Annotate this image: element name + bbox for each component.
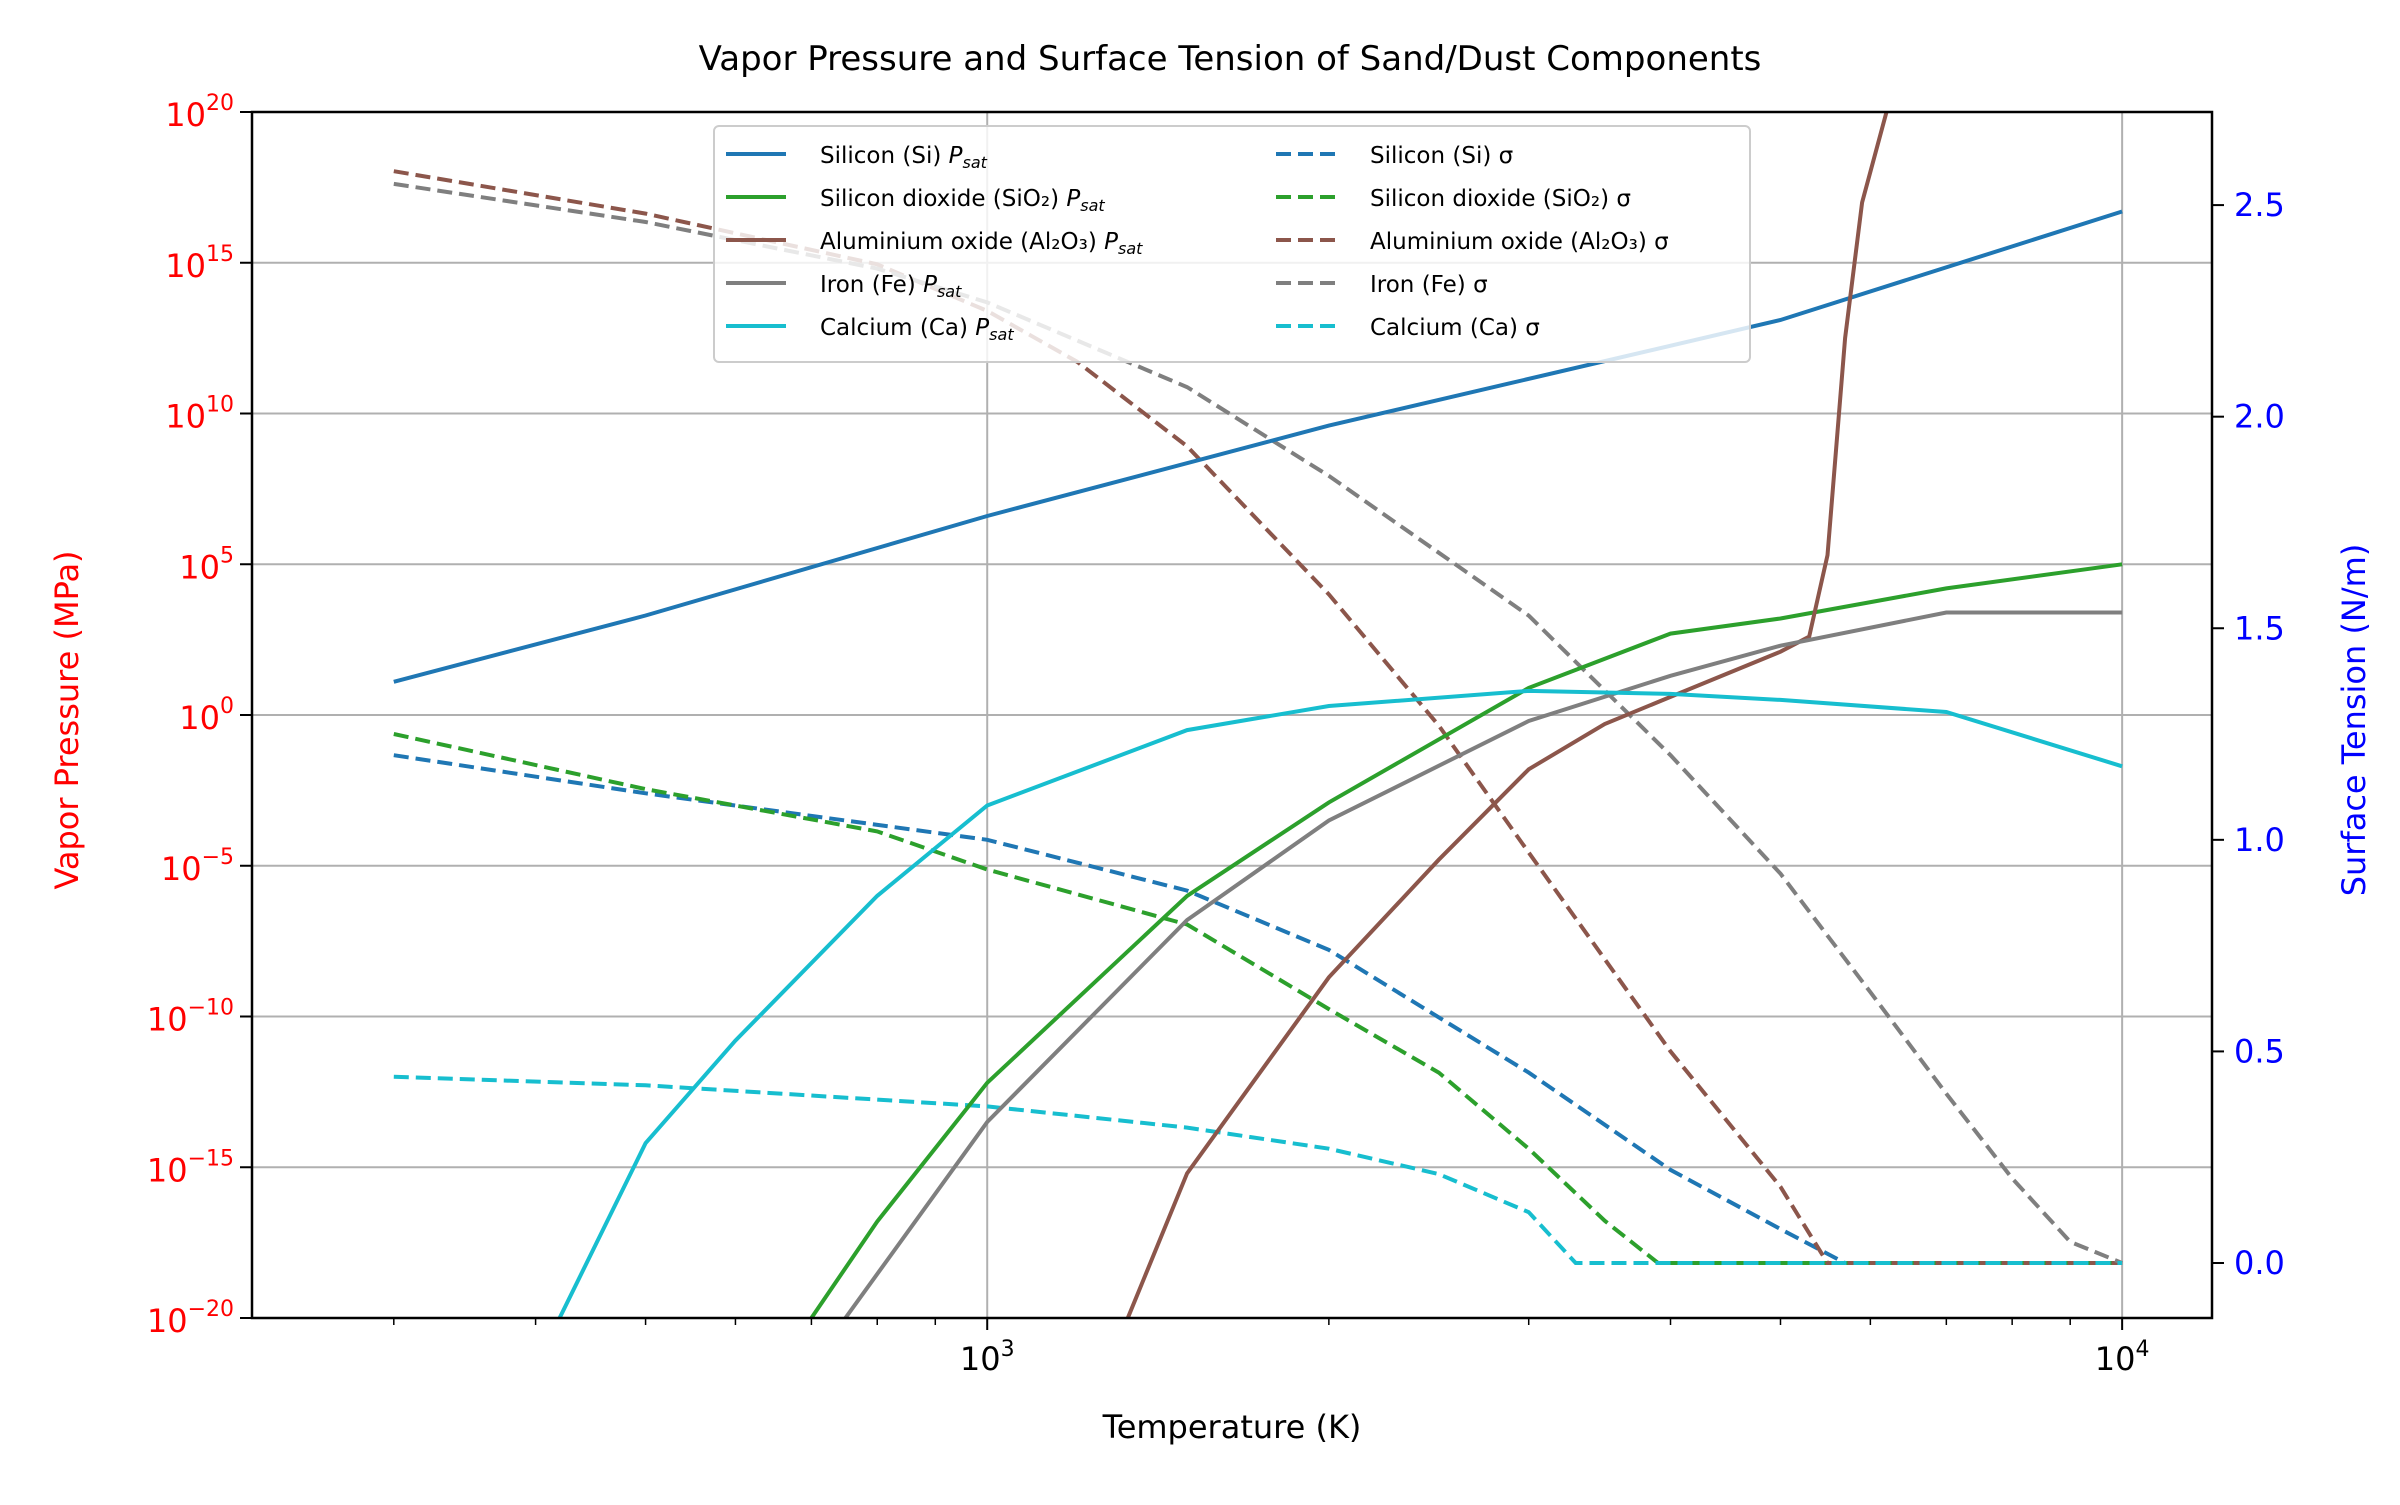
y-left-tick-label: 1010 — [165, 393, 234, 436]
y-axis-left-label: Vapor Pressure (MPa) — [48, 550, 86, 889]
y-right-tick-label: 0.0 — [2234, 1244, 2285, 1282]
x-axis-label: Temperature (K) — [1102, 1408, 1362, 1446]
series-psat-calcium-ca-line — [557, 688, 2123, 1318]
x-tick-label: 103 — [960, 1337, 1015, 1378]
legend-label: Aluminium oxide (Al₂O₃) Psat — [820, 229, 1143, 258]
y-left-tick-label: 105 — [179, 543, 234, 586]
legend-label: Silicon dioxide (SiO₂) Psat — [820, 186, 1105, 215]
y-right-tick-label: 1.5 — [2234, 609, 2285, 647]
legend: Silicon (Si) Psat Silicon dioxide (SiO₂) … — [713, 125, 1751, 363]
y-left-tick-label: 10−5 — [161, 845, 234, 888]
legend-box — [713, 125, 1751, 363]
y-right-tick-label: 2.5 — [2234, 186, 2285, 224]
y-right-tick-label: 0.5 — [2234, 1032, 2285, 1070]
y-right-tick-label: 2.0 — [2234, 398, 2285, 436]
series-sigma-calcium-ca-line — [393, 1074, 2123, 1265]
legend-label: Silicon dioxide (SiO₂) σ — [1370, 186, 1631, 212]
x-tick-label: 104 — [2095, 1337, 2150, 1378]
y-left-tick-label: 1020 — [165, 91, 234, 134]
legend-label: Silicon (Si) Psat — [820, 143, 988, 172]
left-axis-series — [393, 112, 2123, 1318]
y-left-tick-label: 10−10 — [147, 996, 234, 1039]
legend-label: Iron (Fe) σ — [1370, 272, 1488, 298]
y-left-tick-label: 1015 — [165, 242, 234, 285]
series-sigma-silicon-dioxide-sio-line — [393, 732, 2123, 1265]
legend-label: Iron (Fe) Psat — [820, 272, 962, 301]
series-psat-silicon-si-line — [393, 209, 2123, 684]
legend-label: Calcium (Ca) Psat — [820, 315, 1014, 344]
legend-label: Calcium (Ca) σ — [1370, 315, 1540, 341]
y-left-tick-label: 10−20 — [147, 1297, 234, 1340]
series-psat-silicon-dioxide-sio-line — [809, 562, 2123, 1318]
series-psat-aluminium-oxide-al-o-line — [1125, 112, 1889, 1318]
y-left-tick-label: 100 — [179, 694, 234, 737]
chart-title: Vapor Pressure and Surface Tension of Sa… — [699, 39, 1762, 79]
y-axis-right-label: Surface Tension (N/m) — [2335, 544, 2373, 897]
series-psat-iron-fe-line — [843, 610, 2123, 1318]
axis-ticks: 103 104 1020 1015 1010 105 100 10−5 10−10 10−15 10… — [147, 91, 2285, 1378]
y-right-tick-label: 1.0 — [2234, 821, 2285, 859]
legend-label: Aluminium oxide (Al₂O₃) σ — [1370, 229, 1669, 255]
legend-label: Silicon (Si) σ — [1370, 143, 1513, 169]
series-sigma-silicon-si-line — [393, 753, 2123, 1265]
y-left-tick-label: 10−15 — [147, 1146, 234, 1189]
